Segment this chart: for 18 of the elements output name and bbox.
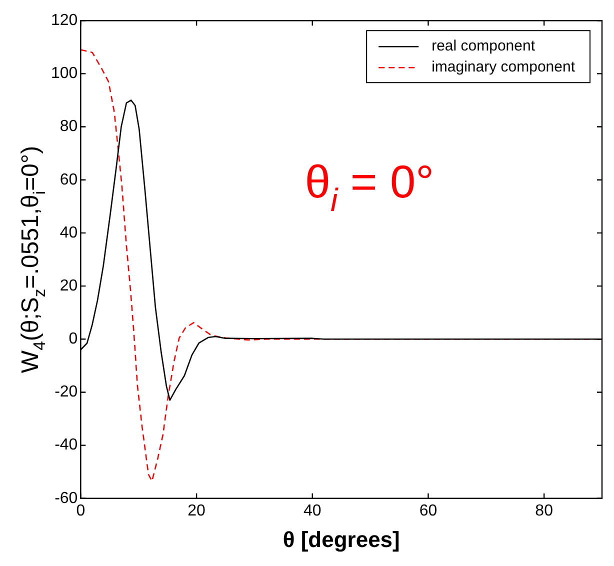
x-tick-label: 60 [419,502,438,520]
y-tick-label: 40 [60,224,78,242]
y-tick-label: 20 [60,277,78,294]
y-tick-label: 60 [60,171,78,188]
y-axis-title: W4(θ;Sz=.0551,θi=0°) [17,146,50,374]
y-tick-label: 120 [50,12,78,30]
x-tick-label: 20 [188,502,206,520]
y-tick-label: -20 [54,384,78,401]
legend-label: real component [432,38,536,55]
x-axis-title: θ [degrees] [282,526,400,552]
y-tick-label: 100 [50,65,78,82]
x-tick-label: 80 [535,502,554,520]
legend-label: imaginary component [432,58,576,76]
y-tick-label: -40 [54,436,78,454]
y-tick-label: -60 [54,490,78,507]
y-tick-label: 0 [68,330,78,348]
x-tick-label: 40 [303,502,322,520]
y-tick-label: 80 [60,118,78,136]
